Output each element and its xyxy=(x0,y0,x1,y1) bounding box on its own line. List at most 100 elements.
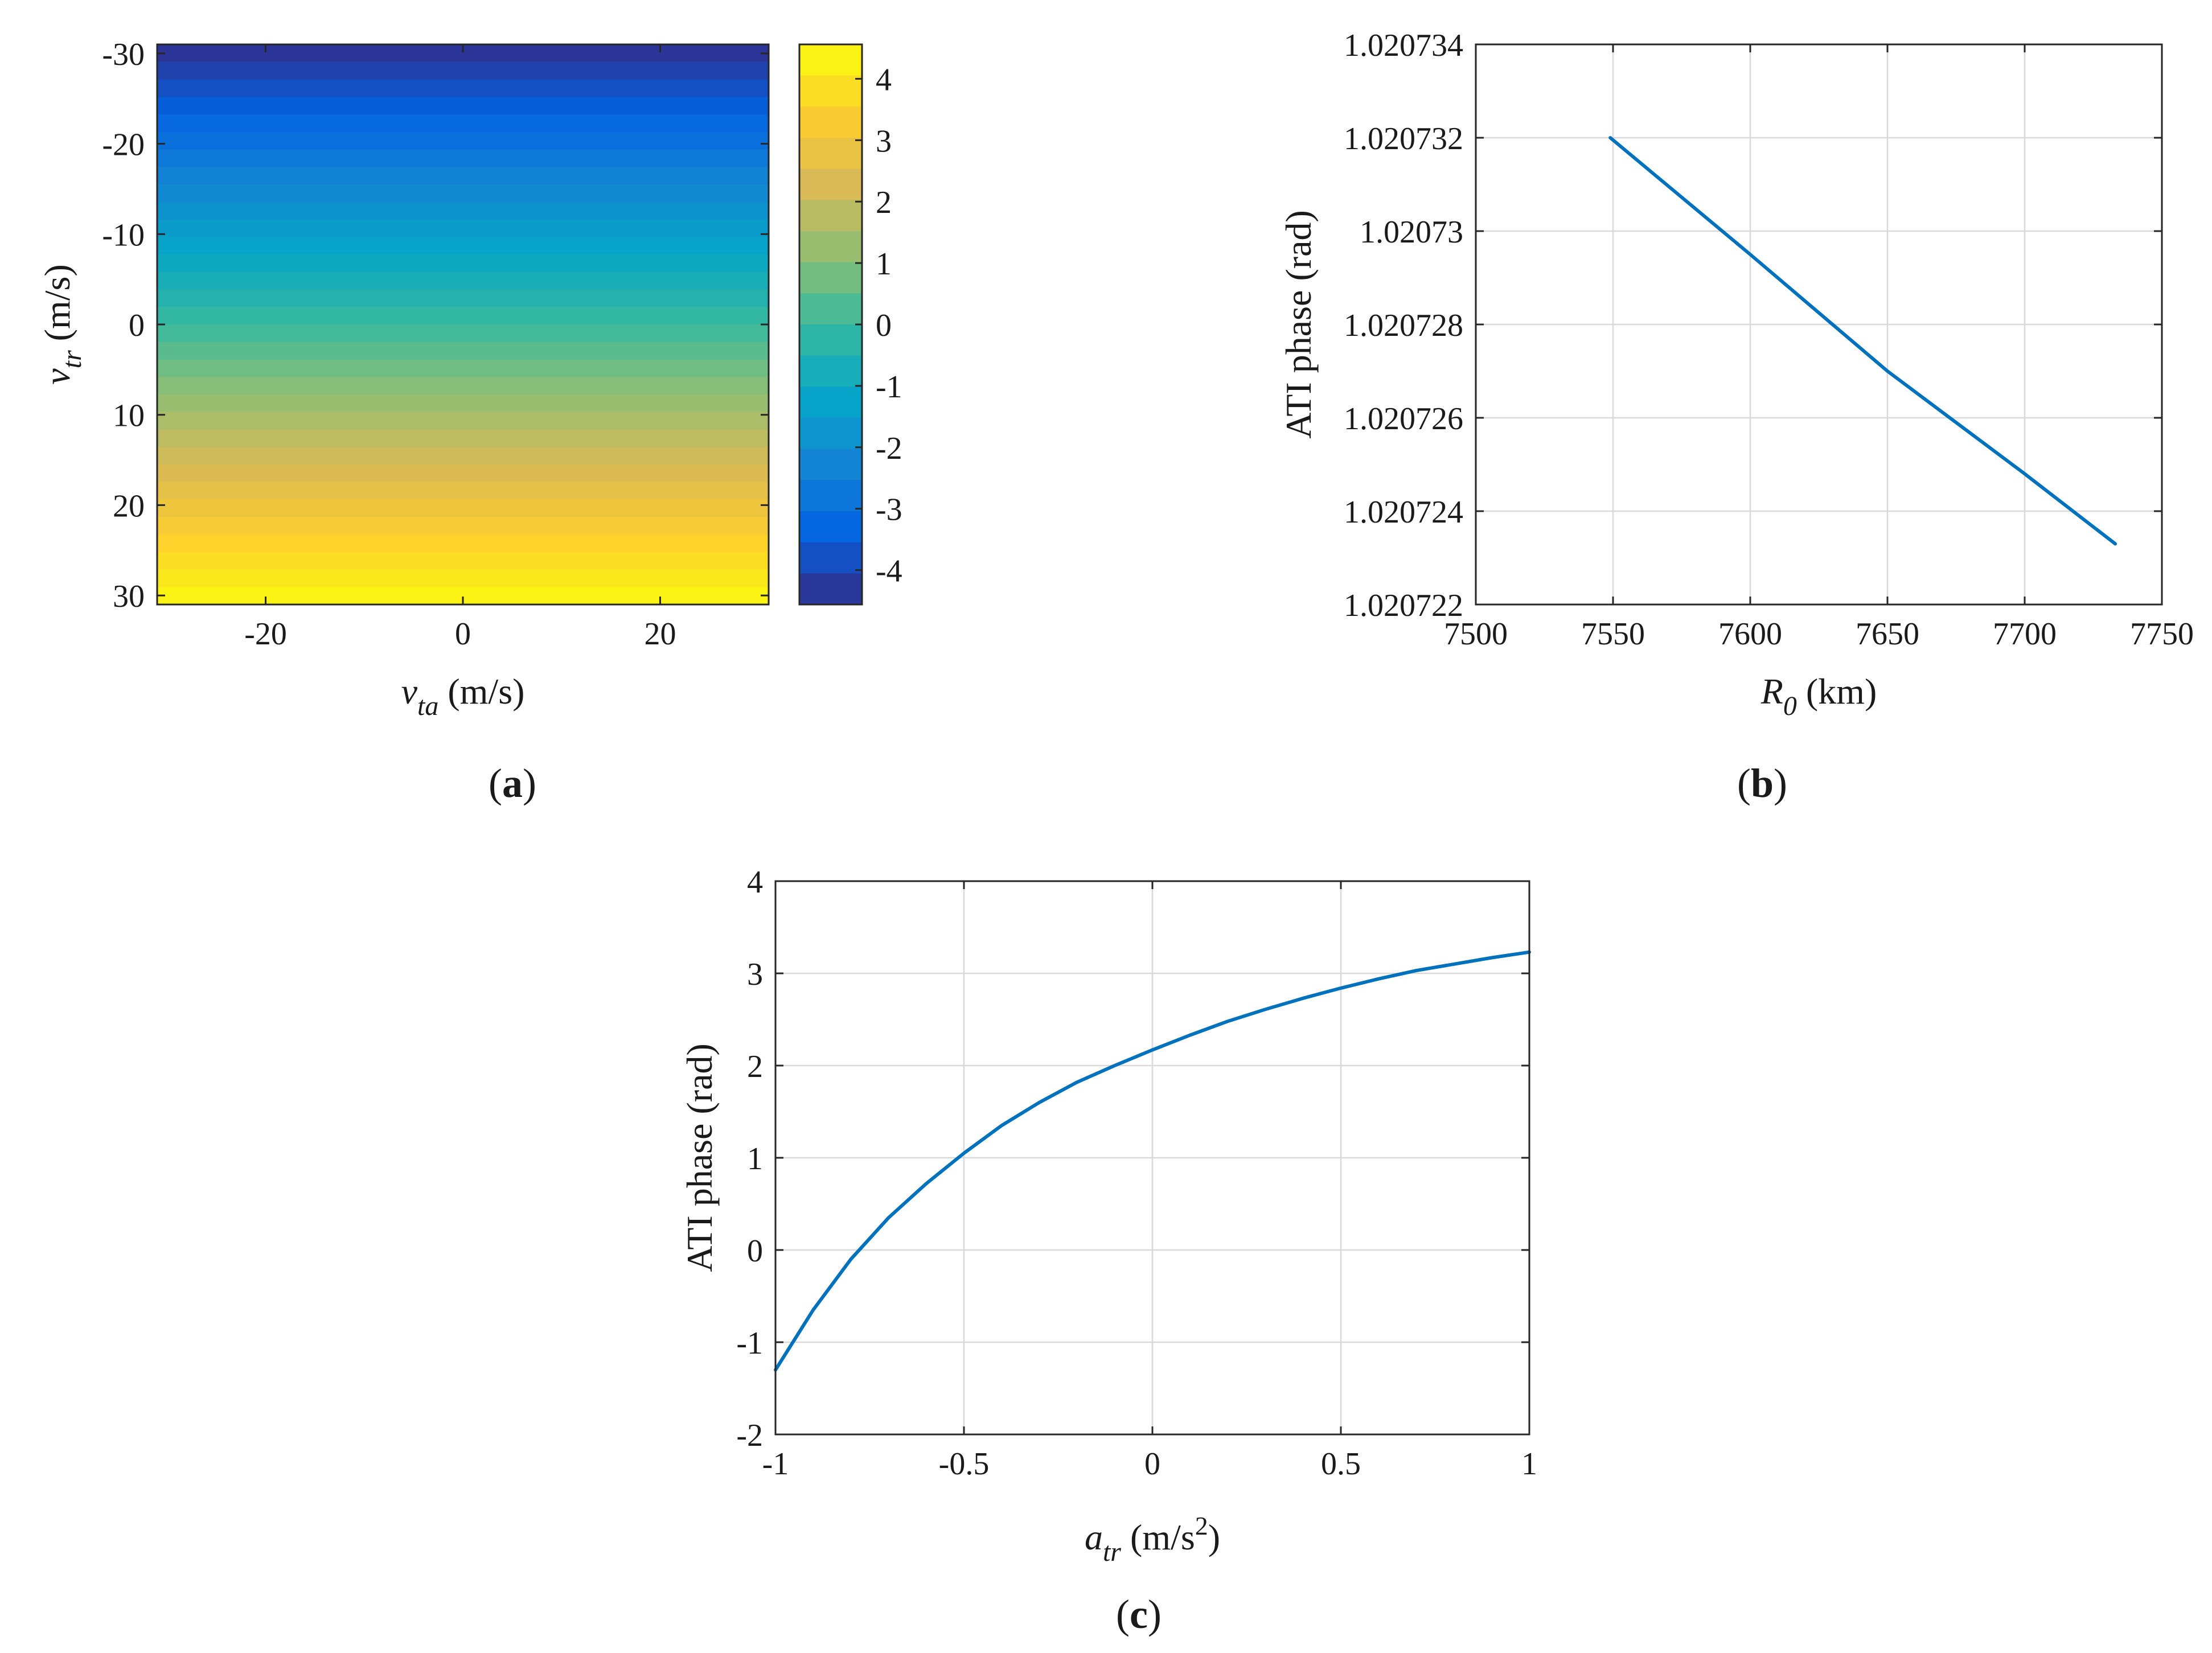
colorbar-tick-label: 4 xyxy=(876,62,892,97)
y-tick-label: 1.020734 xyxy=(1344,28,1463,63)
x-tick-label: 7750 xyxy=(2130,616,2194,652)
panel-label-c: (c) xyxy=(1116,1592,1162,1637)
panel-label-a: (a) xyxy=(489,760,536,806)
y-tick-label: -20 xyxy=(102,128,145,163)
data-point xyxy=(1038,1101,1041,1104)
data-point xyxy=(1886,370,1889,372)
x-tick-label: 0 xyxy=(455,616,471,652)
colorbar-tick-label: -4 xyxy=(876,554,902,589)
heatmap-row xyxy=(157,237,769,255)
heatmap-row xyxy=(157,114,769,133)
heatmap-row xyxy=(157,97,769,115)
data-point xyxy=(1609,137,1612,139)
x-tick-label: 0.5 xyxy=(1321,1446,1361,1482)
colorbar-tick-label: -1 xyxy=(876,369,902,405)
y-tick-label: 1.020732 xyxy=(1344,121,1463,157)
colorbar-segment xyxy=(799,355,862,388)
y-tick-label: 0 xyxy=(129,308,145,343)
colorbar-segment xyxy=(799,138,862,170)
heatmap-row xyxy=(157,482,769,500)
heatmap-row xyxy=(157,219,769,238)
colorbar-segment xyxy=(799,231,862,263)
x-tick-label: -0.5 xyxy=(939,1446,990,1482)
x-tick-label: -20 xyxy=(244,616,287,652)
heatmap-row xyxy=(157,429,769,448)
heatmap-row xyxy=(157,202,769,220)
data-point xyxy=(812,1309,815,1311)
heatmap-row xyxy=(157,131,769,150)
x-axis-label-c: atr (m/s2) xyxy=(1085,1511,1220,1567)
colorbar-segment xyxy=(799,542,862,574)
colorbar-segment xyxy=(799,573,862,605)
colorbar-segment xyxy=(799,449,862,481)
heatmap-row xyxy=(157,394,769,413)
colorbar-tick-label: 0 xyxy=(876,308,892,343)
y-tick-label: 2 xyxy=(747,1049,763,1084)
data-point xyxy=(1490,956,1493,959)
heatmap-row xyxy=(157,289,769,308)
x-tick-label: -1 xyxy=(762,1446,789,1482)
y-axis-label-b: ATI phase (rad) xyxy=(1278,210,1319,439)
y-tick-label: -2 xyxy=(736,1418,763,1453)
y-tick-label: 1 xyxy=(747,1141,763,1177)
data-point xyxy=(1377,977,1380,980)
heatmap-row xyxy=(157,412,769,430)
x-tick-label: 7500 xyxy=(1444,616,1508,652)
colorbar-segment xyxy=(799,168,862,201)
data-point xyxy=(1264,1008,1267,1011)
data-point xyxy=(1340,986,1342,989)
heatmap-row xyxy=(157,272,769,290)
x-axis-label-a: vta (m/s) xyxy=(401,671,525,721)
y-axis-label-c: ATI phase (rad) xyxy=(679,1043,720,1272)
colorbar-segment xyxy=(799,480,862,512)
y-tick-label: 3 xyxy=(747,957,763,992)
colorbar-tick-label: -3 xyxy=(876,492,902,528)
colorbar-tick-label: 3 xyxy=(876,124,892,159)
panel-label-b: (b) xyxy=(1737,760,1787,806)
data-point xyxy=(2024,472,2026,475)
y-tick-label: -1 xyxy=(736,1326,763,1361)
chart-b: 7500 7550 7600 7650 7700 7750 1.020722 1.020724… xyxy=(1278,28,2194,652)
y-tick-label: 1.020724 xyxy=(1344,495,1463,530)
x-tick-label: 7600 xyxy=(1718,616,1782,652)
data-point xyxy=(1415,969,1418,972)
x-tick-label: 7650 xyxy=(1856,616,1919,652)
colorbar-segment xyxy=(799,106,862,138)
heatmap-row xyxy=(157,184,769,203)
heatmap-row xyxy=(157,79,769,98)
data-point xyxy=(963,1152,965,1154)
data-point xyxy=(1076,1081,1078,1084)
colorbar-tick-label: 2 xyxy=(876,185,892,220)
data-point xyxy=(1452,963,1455,965)
data-point xyxy=(1302,997,1304,1000)
heatmap-row xyxy=(157,324,769,343)
x-tick-label: 1 xyxy=(1521,1446,1537,1482)
colorbar-segment xyxy=(799,293,862,325)
data-point xyxy=(887,1216,890,1219)
y-tick-label: -10 xyxy=(102,217,145,253)
colorbar-tick-label: -2 xyxy=(876,431,902,466)
y-tick-label: 1.02073 xyxy=(1360,215,1463,250)
heatmap-row xyxy=(157,464,769,483)
heatmap-row xyxy=(157,517,769,535)
x-axis-label-b: R0 (km) xyxy=(1760,671,1877,721)
colorbar-segment xyxy=(799,75,862,108)
data-point xyxy=(1113,1064,1116,1067)
heatmap-row xyxy=(157,552,769,570)
heatmap-row xyxy=(157,307,769,325)
data-point xyxy=(1189,1034,1192,1037)
heatmap-row xyxy=(157,359,769,378)
x-tick-label: 7550 xyxy=(1581,616,1645,652)
heatmap-row xyxy=(157,569,769,588)
heatmap-row xyxy=(157,377,769,395)
colorbar-segment xyxy=(799,44,862,76)
y-tick-label: 10 xyxy=(113,398,145,434)
colorbar-segment xyxy=(799,262,862,294)
data-point xyxy=(1151,1048,1154,1051)
data-point xyxy=(2114,542,2117,545)
colorbar-segment xyxy=(799,418,862,450)
heatmap-row xyxy=(157,499,769,518)
heatmap-row xyxy=(157,254,769,273)
